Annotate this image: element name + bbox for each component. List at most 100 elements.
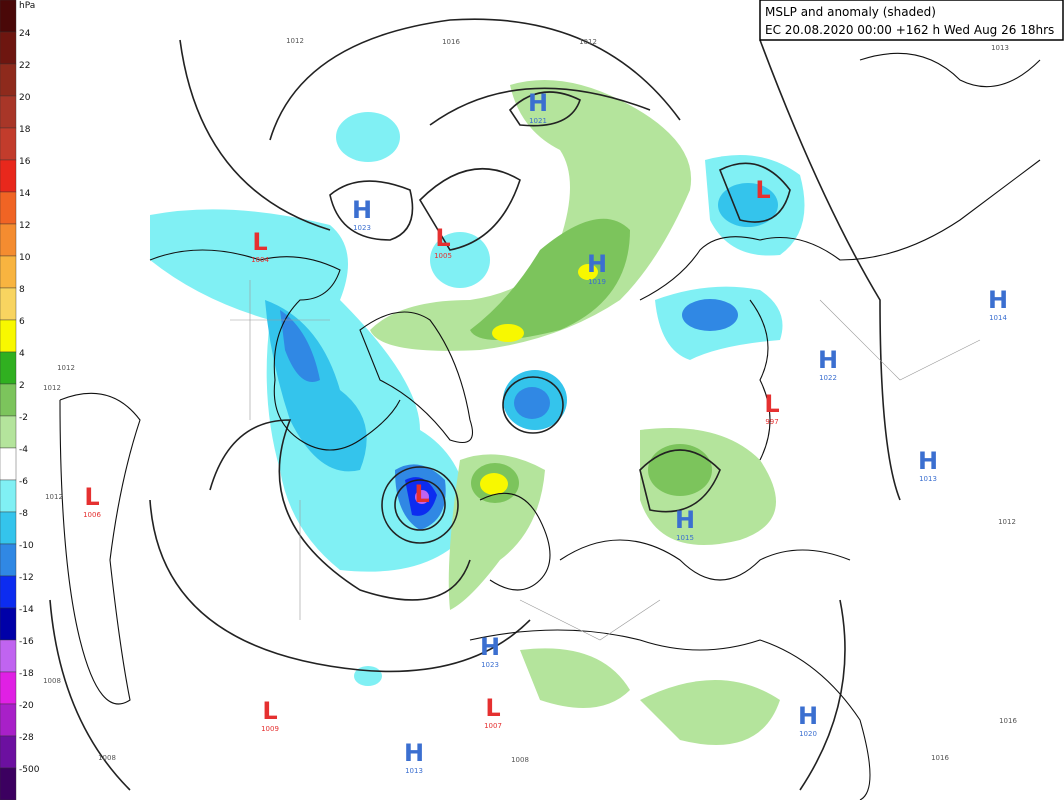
legend-swatch xyxy=(0,703,17,737)
center-letter: H xyxy=(818,346,838,374)
legend-swatch xyxy=(0,767,17,800)
center-letter: H xyxy=(404,739,424,767)
legend-label: 4 xyxy=(19,349,25,359)
center-value: 1021 xyxy=(529,117,547,125)
legend-swatch xyxy=(0,639,17,673)
legend-label: -2 xyxy=(19,413,28,423)
center-value: 1022 xyxy=(819,374,837,382)
legend-swatch xyxy=(0,607,17,641)
legend-label: -10 xyxy=(19,541,34,551)
legend-swatch xyxy=(0,383,17,417)
legend-swatch xyxy=(0,63,17,97)
legend-swatch xyxy=(0,31,17,65)
isobar-label: 1008 xyxy=(43,677,61,685)
legend-swatch xyxy=(0,671,17,705)
legend-label: 10 xyxy=(19,253,31,263)
legend-swatch xyxy=(0,255,17,289)
isobar-label: 1012 xyxy=(286,37,304,45)
isobar-label: 1016 xyxy=(931,754,949,762)
legend-label: -4 xyxy=(19,445,28,455)
legend-swatch xyxy=(0,447,17,481)
legend-swatch xyxy=(0,223,17,257)
legend-swatch xyxy=(0,511,17,545)
isobar-label: 1012 xyxy=(45,493,63,501)
isobar-label: 1012 xyxy=(998,518,1016,526)
center-value: 1005 xyxy=(434,252,452,260)
isobar-label: 1012 xyxy=(43,384,61,392)
legend-unit: hPa xyxy=(19,1,35,11)
legend-label: 16 xyxy=(19,157,31,167)
legend-label: 2 xyxy=(19,381,25,391)
legend-label: 20 xyxy=(19,93,31,103)
center-value: 1020 xyxy=(799,730,817,738)
title: MSLP and anomaly (shaded) xyxy=(765,5,936,19)
center-value: 1013 xyxy=(405,767,423,775)
center-value: 1023 xyxy=(481,661,499,669)
coastlines xyxy=(59,52,1041,800)
legend-label: 6 xyxy=(19,317,25,327)
center-value: 1013 xyxy=(919,475,937,483)
center-value: 1007 xyxy=(484,722,502,730)
legend-swatch xyxy=(0,127,17,161)
center-letter: L xyxy=(252,228,267,256)
legend-label: 14 xyxy=(19,189,31,199)
center-value: 1015 xyxy=(676,534,694,542)
legend-swatch xyxy=(0,575,17,609)
center-letter: L xyxy=(84,483,99,511)
center-letter: H xyxy=(480,633,500,661)
legend-swatch xyxy=(0,319,17,353)
legend-swatch xyxy=(0,479,17,513)
center-letter: H xyxy=(528,89,548,117)
center-letter: L xyxy=(755,176,770,204)
center-value: 1009 xyxy=(261,725,279,733)
center-letter: L xyxy=(262,697,277,725)
center-letter: H xyxy=(918,447,938,475)
legend-swatch xyxy=(0,735,17,769)
legend-swatch xyxy=(0,0,17,33)
isobar-labels: 1012 1016 1012 1013 1012 1012 1012 1008 … xyxy=(43,37,1017,764)
isobars xyxy=(49,18,901,791)
legend-label: -12 xyxy=(19,573,34,583)
legend: hPa 24 22 20 18 16 14 12 10 8 6 4 2 -2 -4 -6 -8 -10 -12 -14… xyxy=(0,0,40,800)
legend-swatch xyxy=(0,159,17,193)
isobar-label: 1008 xyxy=(98,754,116,762)
legend-swatch xyxy=(0,287,17,321)
legend-swatch xyxy=(0,543,17,577)
center-value: 997 xyxy=(765,418,778,426)
subtitle: EC 20.08.2020 00:00 +162 h Wed Aug 26 18… xyxy=(765,23,1054,37)
isobar-label: 1016 xyxy=(999,717,1017,725)
center-letter: L xyxy=(435,224,450,252)
center-value: 1004 xyxy=(251,256,269,264)
isobar-label: 1012 xyxy=(579,38,597,46)
legend-label: -28 xyxy=(19,733,34,743)
center-letter: H xyxy=(798,702,818,730)
center-letter: L xyxy=(485,694,500,722)
isobar-label: 1013 xyxy=(991,44,1009,52)
title-box: MSLP and anomaly (shaded) EC 20.08.2020 … xyxy=(759,0,1064,41)
legend-label: 22 xyxy=(19,61,30,71)
legend-label: -500 xyxy=(19,765,40,775)
legend-label: 24 xyxy=(19,29,31,39)
center-letter: H xyxy=(352,196,372,224)
center-letter: H xyxy=(675,506,695,534)
isobar-label: 1016 xyxy=(442,38,460,46)
center-value: 1006 xyxy=(83,511,101,519)
legend-label: -18 xyxy=(19,669,34,679)
isobar-label: 1012 xyxy=(57,364,75,372)
legend-swatch xyxy=(0,351,17,385)
legend-label: 18 xyxy=(19,125,31,135)
legend-label: -8 xyxy=(19,509,28,519)
legend-swatch xyxy=(0,95,17,129)
center-letter: L xyxy=(764,390,779,418)
center-value: 1014 xyxy=(989,314,1007,322)
center-value: 1023 xyxy=(353,224,371,232)
legend-label: -14 xyxy=(19,605,34,615)
center-value: 1019 xyxy=(588,278,606,286)
legend-label: 8 xyxy=(19,285,25,295)
center-letter: H xyxy=(587,250,607,278)
legend-label: -6 xyxy=(19,477,28,487)
legend-label: -20 xyxy=(19,701,34,711)
isobar-label: 1008 xyxy=(511,756,529,764)
